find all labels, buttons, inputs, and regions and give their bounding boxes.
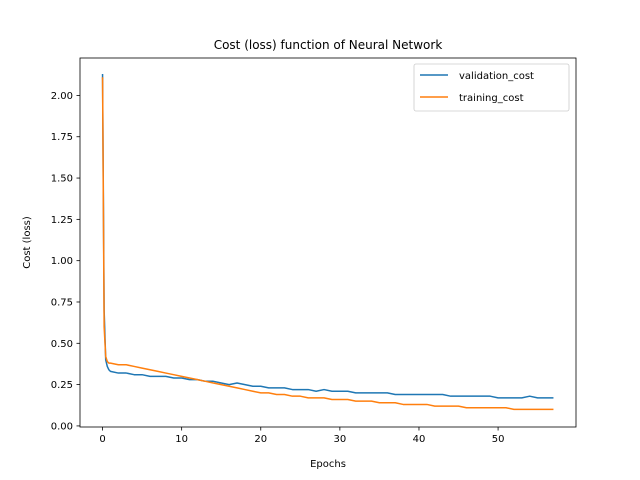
legend-box <box>413 63 570 112</box>
x-tick-label: 40 <box>413 434 426 445</box>
y-tick-label: 1.25 <box>51 215 73 226</box>
y-tick-label: 0.00 <box>51 421 73 432</box>
legend: validation_cost training_cost <box>413 63 570 112</box>
x-tick-label: 0 <box>99 434 105 445</box>
legend-label-training-cost: training_cost <box>459 93 524 104</box>
y-tick-label: 2.00 <box>51 91 73 102</box>
y-tick-label: 1.00 <box>51 256 73 267</box>
y-axis: 0.00 0.25 0.50 0.75 1.00 1.25 1.50 1.75 2.00 <box>51 91 80 432</box>
chart-title: Cost (loss) function of Neural Network <box>214 38 443 52</box>
x-tick-label: 50 <box>492 434 505 445</box>
y-tick-label: 0.75 <box>51 297 73 308</box>
series-line-validation-cost <box>101 73 554 399</box>
y-tick-label: 0.25 <box>51 380 73 391</box>
y-axis-label: Cost (loss) <box>22 216 33 269</box>
axes-frame <box>79 57 577 428</box>
legend-label-validation-cost: validation_cost <box>459 71 534 82</box>
x-axis-label: Epochs <box>310 459 346 470</box>
x-tick-label: 10 <box>175 434 188 445</box>
plot-area <box>101 73 554 411</box>
series-line-training-cost <box>101 77 554 411</box>
y-tick-label: 1.75 <box>51 132 73 143</box>
x-tick-label: 20 <box>254 434 267 445</box>
x-tick-label: 30 <box>333 434 346 445</box>
x-axis: 0 10 20 30 40 50 <box>99 427 504 445</box>
y-tick-label: 0.50 <box>51 339 73 350</box>
y-tick-label: 1.50 <box>51 174 73 185</box>
